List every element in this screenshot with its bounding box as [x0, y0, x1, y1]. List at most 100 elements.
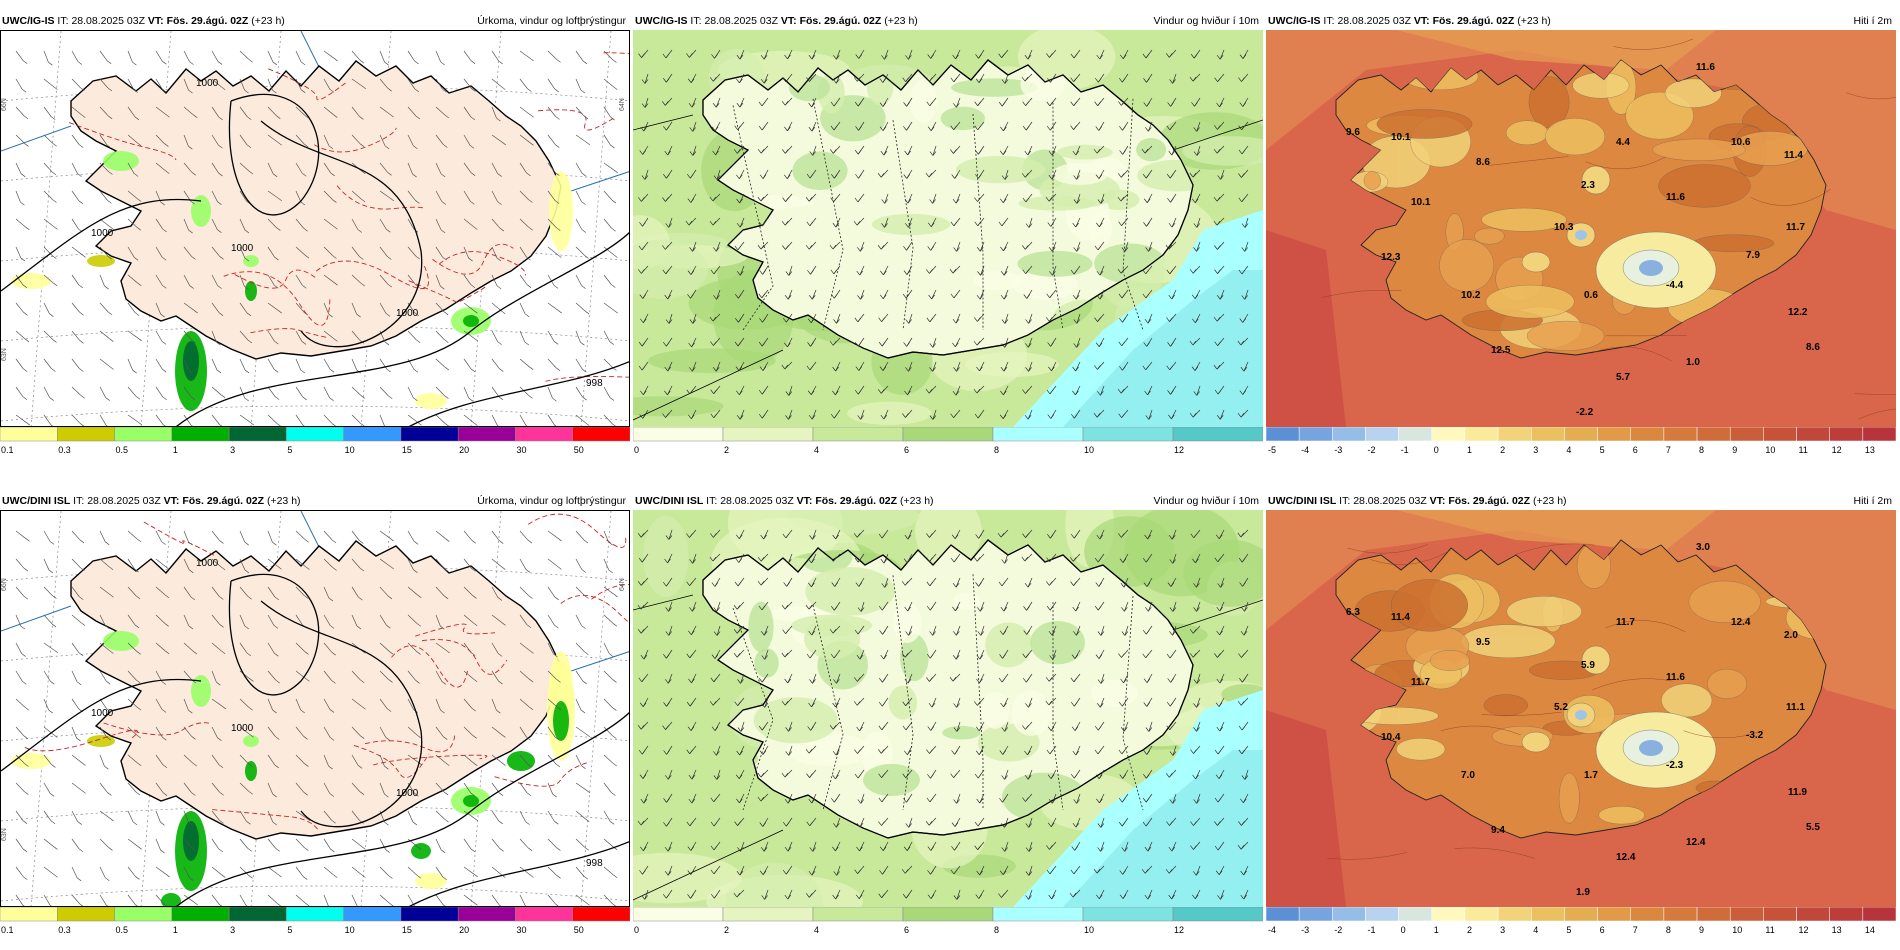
map-area[interactable]: 1000 1000 1000 1000 998 66N 63N 64N: [0, 510, 630, 907]
wind-barb: [239, 838, 248, 849]
colorbar-swatch: [1266, 427, 1300, 442]
wind-barb: [491, 530, 500, 541]
colorbar-tick: 6: [1600, 925, 1605, 935]
wind-arrow: [955, 313, 961, 324]
colorbar-tick: 5: [287, 445, 292, 455]
map-area[interactable]: [633, 30, 1263, 427]
wind-barb: [99, 246, 109, 257]
wind-barb: [155, 274, 163, 286]
wind-barb: [351, 302, 357, 315]
wind-barb: [239, 642, 248, 654]
wind-barb: [295, 218, 304, 229]
wind-arrow: [812, 673, 817, 684]
wind-barb: [127, 274, 138, 283]
wind-barb: [15, 586, 25, 597]
wind-barb: [547, 586, 556, 598]
colorbar-swatch: [1763, 907, 1797, 922]
wind-barb: [295, 642, 305, 652]
wind-barb: [379, 530, 390, 539]
cold-glacier-area: [1639, 740, 1663, 756]
isobar: [1, 198, 202, 292]
wind-arrow: [884, 577, 889, 588]
wind-arrow: [763, 73, 769, 84]
wind-barb: [491, 302, 502, 312]
wind-arrow: [859, 241, 865, 252]
wind-barb: [211, 386, 222, 396]
wind-arrow: [1100, 817, 1105, 828]
wind-barb: [435, 330, 445, 340]
wind-barb: [435, 190, 443, 202]
wind-arrow: [1124, 841, 1129, 852]
temperature-contour: [314, 127, 397, 153]
wind-barb: [435, 642, 446, 651]
map-panel-temp: UWC/DINI ISL IT: 28.08.2025 03Z VT: Fös.…: [1266, 493, 1896, 948]
wind-barb: [323, 558, 333, 568]
wind-arrow: [1196, 697, 1201, 708]
wind-barb: [519, 698, 530, 708]
wind-arrow: [1003, 265, 1009, 276]
wind-barb: [295, 274, 303, 286]
colorbar-swatch: [1696, 427, 1731, 442]
wind-barb: [323, 782, 331, 794]
precip-area: [415, 873, 447, 889]
wind-barb: [351, 894, 358, 906]
wind-arrow: [1027, 337, 1033, 348]
wind-barb: [211, 838, 220, 850]
wind-arrow: [787, 553, 793, 564]
colorbar-tick: 2: [1500, 445, 1505, 455]
wind-barb: [435, 302, 445, 313]
temperature-contour: [234, 269, 316, 289]
wind-arrow: [980, 625, 985, 636]
colorbar-swatch: [1497, 907, 1532, 922]
temperature-label: 11.1: [1786, 702, 1805, 713]
wind-arrow: [1219, 289, 1225, 300]
wind-barb: [155, 558, 166, 567]
colorbar-swatch: [722, 907, 814, 922]
temperature-label: 12.4: [1686, 837, 1706, 848]
wind-arrow: [1051, 169, 1057, 180]
wind-barb: [547, 414, 555, 426]
wind-barb: [463, 530, 472, 541]
colorbar-tick: 0.1: [1, 925, 14, 935]
colorbar-tick: 10: [1084, 445, 1094, 455]
wind-arrow: [1123, 601, 1129, 612]
map-area[interactable]: [633, 510, 1263, 907]
wind-barb: [547, 726, 556, 738]
colorbar-tick: -1: [1401, 445, 1409, 455]
wind-barb: [407, 274, 416, 285]
colorbar-swatch: [286, 907, 344, 922]
wind-arrow: [883, 409, 889, 420]
wind-barb: [547, 810, 555, 822]
wind-barb: [379, 106, 390, 115]
colorbar-swatch: [1082, 427, 1174, 442]
wind-arrow: [1148, 241, 1153, 252]
temperature-label: 2.0: [1784, 630, 1798, 641]
colorbar-tick: 7: [1633, 925, 1638, 935]
wind-barb: [71, 894, 81, 905]
temperature-label: 5.9: [1581, 660, 1595, 671]
wind-barb: [491, 162, 498, 174]
map-area[interactable]: 3.0 6.3 11.4 9.5 11.7 12.4 2.0 5.9 11.6 11.7 5.2 11…: [1266, 510, 1896, 907]
init-time: 28.08.2025 03Z: [1353, 495, 1427, 507]
wind-barb: [547, 614, 555, 626]
map-area[interactable]: 11.6 9.6 10.1 8.6 4.4 10.6 11.4 2.3 11.6 10.1 10.3…: [1266, 30, 1896, 427]
colorbar-tick: 0.5: [116, 925, 129, 935]
colorbar-tick: 4: [1566, 445, 1571, 455]
wind-barb: [43, 386, 50, 398]
wind-barb: [211, 866, 222, 875]
wind-barb: [407, 134, 414, 146]
precip-area: [549, 171, 573, 251]
wind-arrow: [1004, 553, 1009, 564]
isobar-label: 1000: [396, 788, 419, 799]
map-panel-precip: UWC/IG-IS IT: 28.08.2025 03Z VT: Fös. 29…: [0, 13, 630, 468]
wind-barb: [491, 838, 500, 849]
wind-barb: [15, 726, 25, 737]
wind-arrow: [908, 49, 913, 60]
map-area[interactable]: 1000 1000 1000 1000 998 66N 63N 64N: [0, 30, 630, 427]
wind-arrow: [788, 385, 793, 396]
wind-barb: [491, 50, 499, 62]
wind-barb: [15, 302, 24, 313]
wind-barb: [379, 866, 389, 876]
wind-barb: [379, 134, 386, 146]
wind-arrow: [1027, 409, 1033, 420]
